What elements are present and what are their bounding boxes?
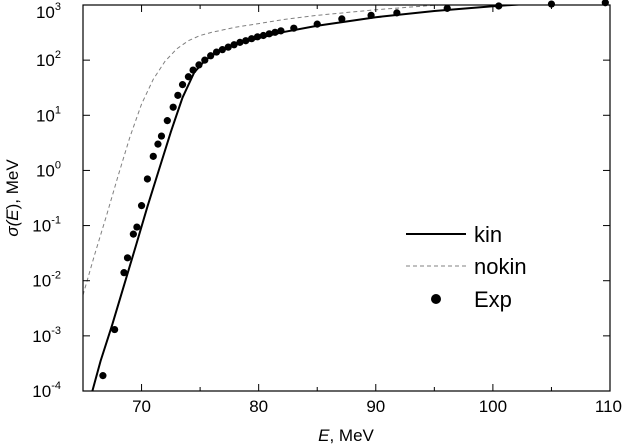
data-point-exp [313,20,321,28]
data-point-exp [154,140,162,148]
data-point-exp [163,117,171,125]
plot-frame [82,4,611,392]
data-point-exp [133,223,141,231]
legend-label-kin: kin [474,222,502,247]
data-point-exp [271,28,279,36]
data-point-exp [253,33,262,41]
data-point-exp [265,30,273,38]
data-point-exp [189,66,197,74]
data-point-exp [547,0,556,8]
data-point-exp [218,46,226,54]
x-tick-label: 100 [479,397,507,416]
x-tick-label: 90 [366,397,385,416]
legend-marker-exp [431,294,441,304]
data-point-exp [195,61,203,69]
x-tick-label: 80 [249,397,268,416]
data-point-exp [123,254,132,262]
data-point-exp [111,325,119,334]
series-line-nokin [83,5,446,296]
data-point-exp [174,91,182,99]
data-point-exp [149,152,157,160]
legend-label-nokin: nokin [474,254,527,279]
y-tick-label: 10-2 [32,270,61,291]
data-point-exp [143,175,152,183]
data-point-exp [178,81,187,89]
x-tick-label: 110 [595,397,622,416]
data-point-exp [393,9,401,17]
legend: kin nokin Exp [406,222,527,312]
y-axis-label: σ(E), MeV [3,159,22,237]
axis-ticks: 70 80 90 100 110 10-4 10-3 10-2 10-1 100 101 102 103 [32,1,622,416]
data-point-exp [259,31,267,40]
data-point-exp [224,43,232,51]
data-point-exp [367,11,375,19]
data-point-exp [230,41,238,49]
data-point-exp [443,4,451,12]
data-point-exp [248,35,256,43]
data-point-exp [212,48,221,56]
y-tick-label: 102 [36,49,61,70]
plot-area [83,0,609,391]
y-tick-label: 10-1 [32,215,61,236]
x-tick-label: 70 [132,397,151,416]
data-point-exp [157,132,166,140]
data-point-exp [338,15,346,23]
y-tick-label: 10-3 [32,325,61,346]
data-point-exp [99,372,107,380]
y-tick-label: 101 [36,104,61,125]
legend-label-exp: Exp [474,287,512,312]
data-point-exp [236,38,244,46]
data-point-exp [120,269,128,277]
data-point-exp [129,230,137,238]
data-point-exp [242,37,250,45]
data-point-exp [201,56,209,64]
series-line-kin [91,5,527,391]
data-point-exp [137,202,146,210]
data-point-exp [495,2,503,10]
y-tick-label: 100 [36,159,61,180]
data-point-exp [277,27,285,35]
data-point-exp [207,52,215,60]
data-point-exp [184,73,192,81]
x-axis-label: E, MeV [318,426,374,445]
data-point-exp [169,103,177,111]
data-point-exp [290,24,298,32]
y-tick-label: 10-4 [32,380,61,401]
y-tick-label: 103 [36,1,61,22]
